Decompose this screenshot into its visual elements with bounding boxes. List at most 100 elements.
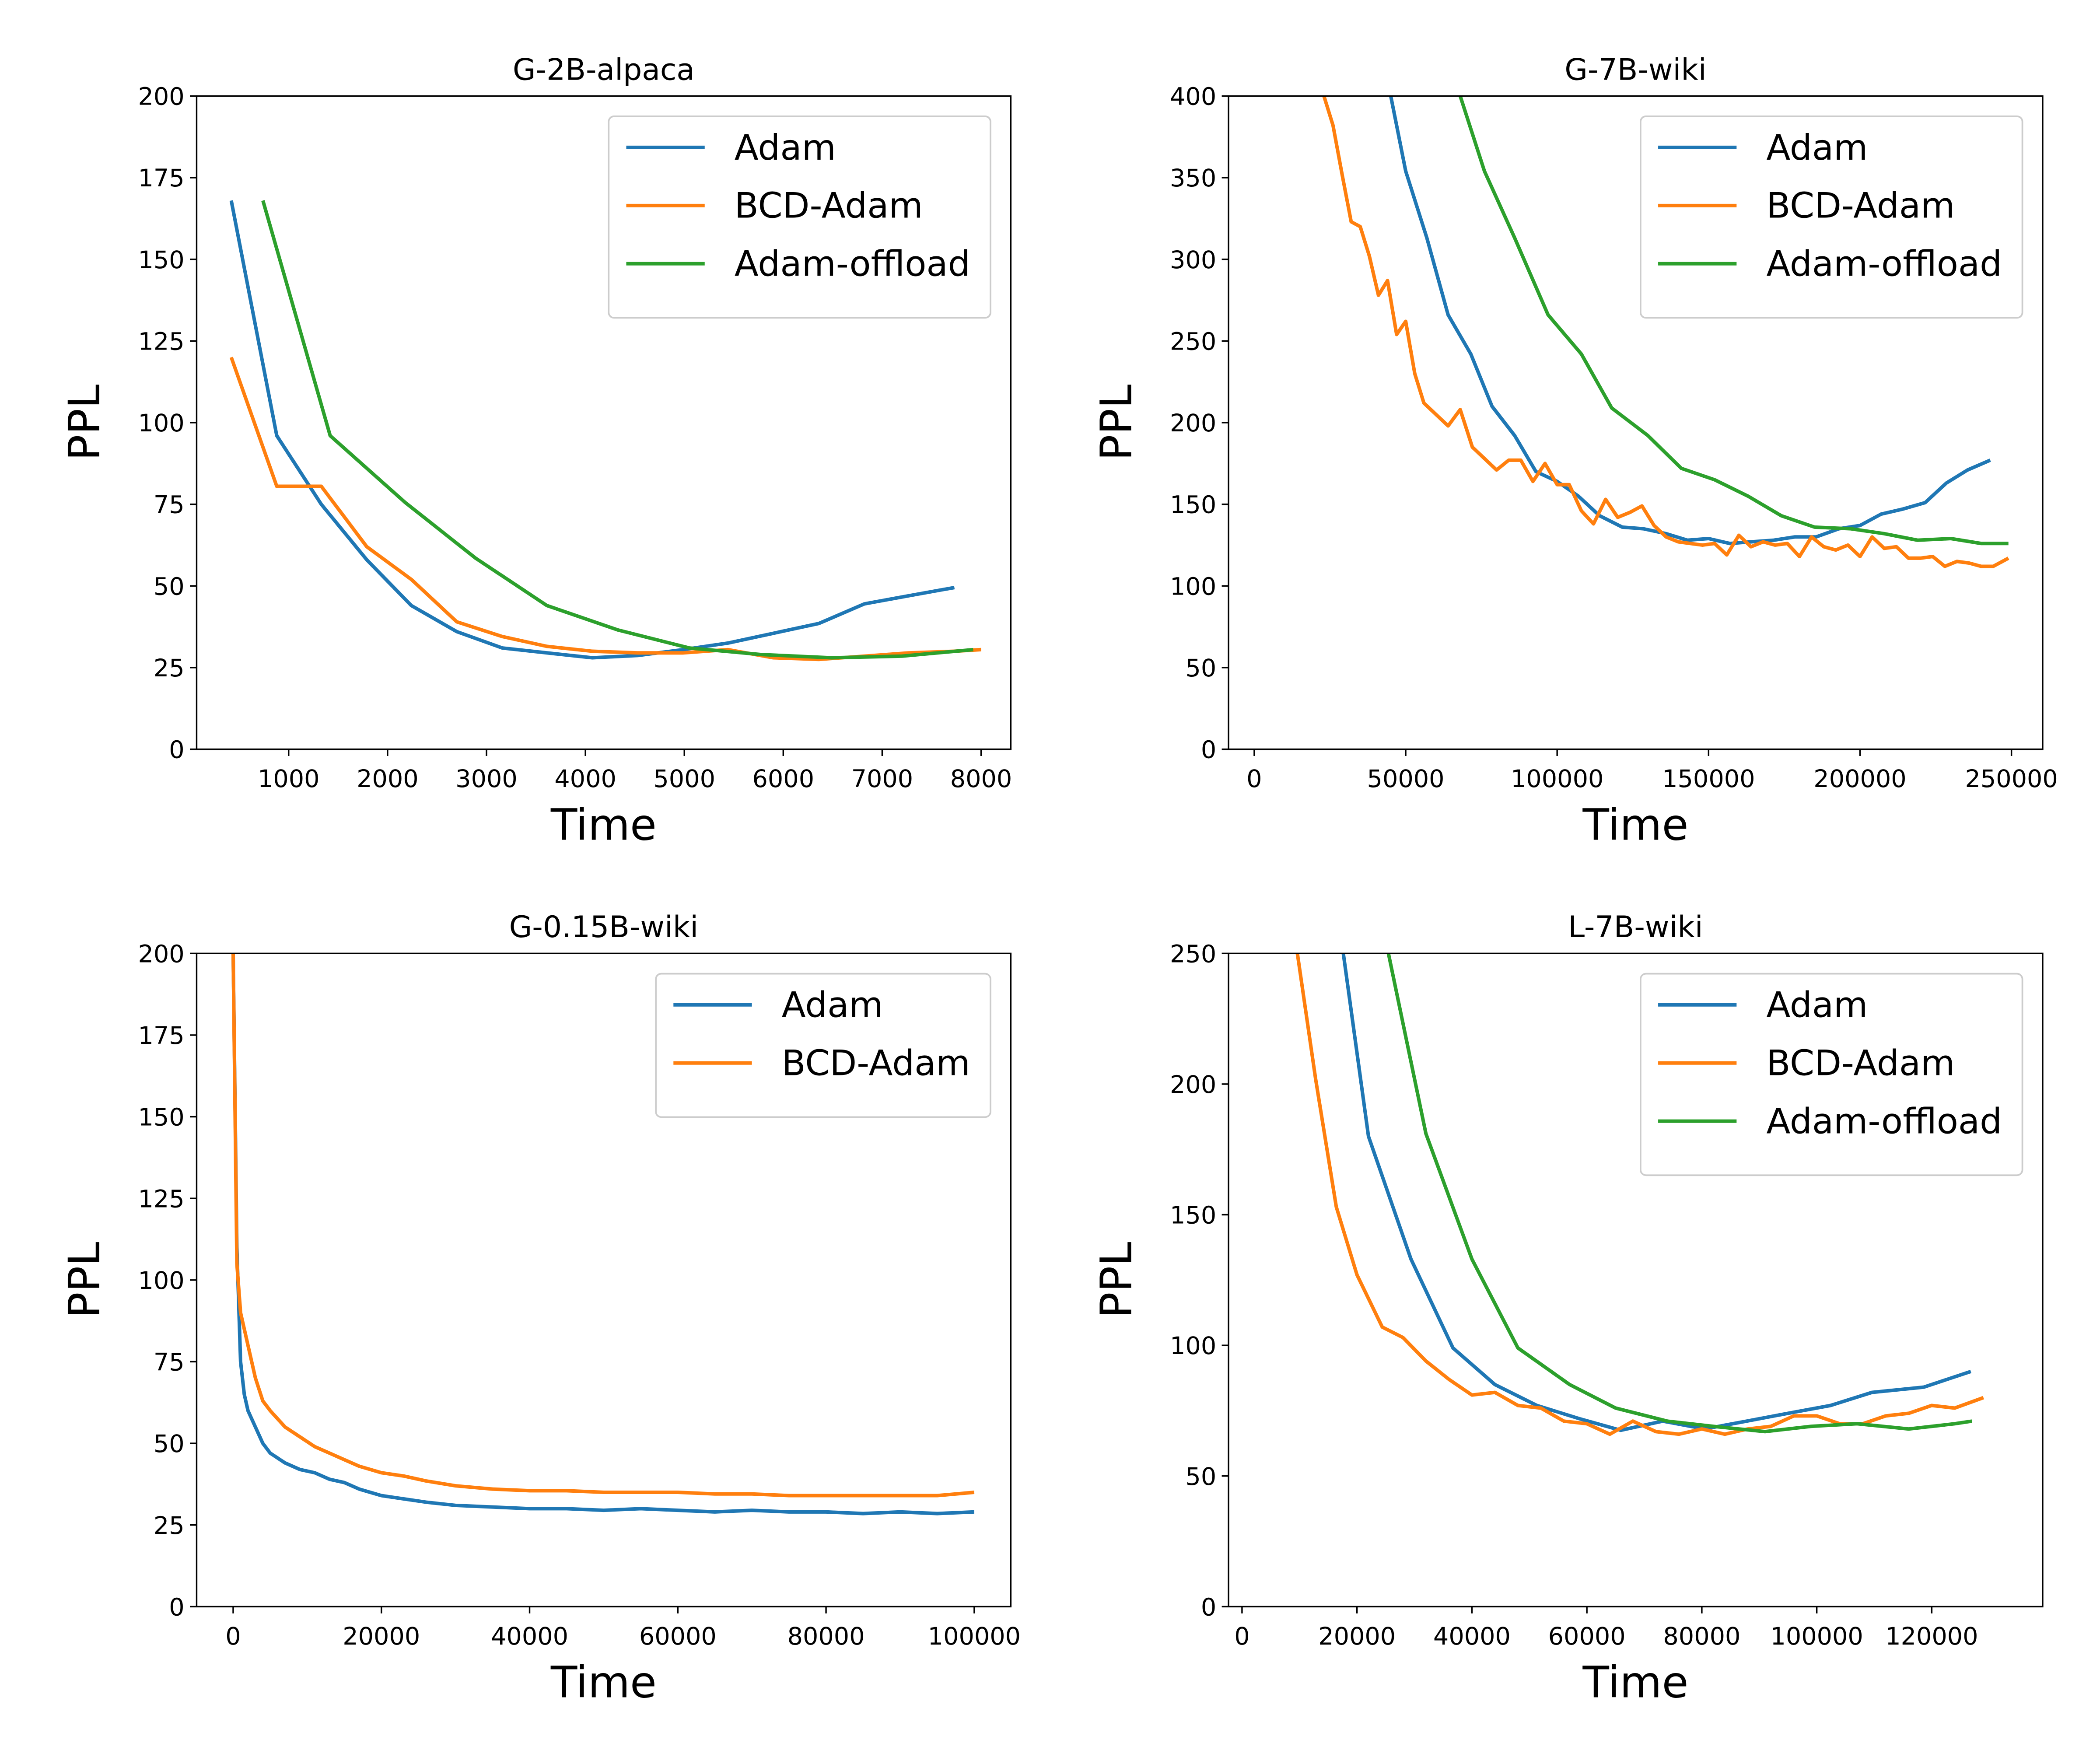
y-tick-label: 350 <box>1170 164 1216 192</box>
x-tick-label: 5000 <box>653 765 715 793</box>
x-tick-label: 250000 <box>1965 765 2058 793</box>
y-tick-label: 25 <box>154 654 185 682</box>
x-tick-label: 0 <box>1234 1622 1250 1651</box>
x-axis-label: Time <box>1582 800 1688 850</box>
y-axis-label: PPL <box>60 385 110 461</box>
x-tick-label: 4000 <box>554 765 616 793</box>
y-tick-label: 0 <box>1201 736 1216 764</box>
legend-label: Adam-offload <box>1766 1100 2002 1141</box>
x-tick-label: 80000 <box>1663 1622 1740 1651</box>
y-tick-label: 150 <box>138 1103 184 1132</box>
x-axis-label: Time <box>1582 1657 1688 1708</box>
x-tick-label: 6000 <box>752 765 815 793</box>
legend: Adam BCD-Adam Adam-offload <box>1640 115 2023 319</box>
y-tick-label: 200 <box>138 83 184 111</box>
data-line <box>1389 96 1991 546</box>
x-tick-label: 100000 <box>928 1622 1021 1651</box>
legend: Adam BCD-Adam Adam-offload <box>608 115 991 319</box>
x-tick-label: 100000 <box>1511 765 1603 793</box>
data-line <box>1386 953 1972 1434</box>
x-tick-label: 0 <box>1246 765 1262 793</box>
legend-label: BCD-Adam <box>735 185 923 226</box>
x-tick-label: 3000 <box>455 765 518 793</box>
legend-label: BCD-Adam <box>782 1042 970 1083</box>
data-line <box>231 953 975 1498</box>
x-axis-label: Time <box>550 1657 657 1708</box>
plot-frame <box>1228 952 2044 1608</box>
panel: 0 20000 40000 60000 80000 100000 0 25 50 75 100 125… <box>60 910 1021 1708</box>
y-tick-label: 250 <box>1170 940 1216 968</box>
y-axis-label: PPL <box>60 1242 110 1318</box>
y-tick-label: 50 <box>1185 654 1216 682</box>
x-tick-label: 40000 <box>491 1622 568 1651</box>
x-tick-label: 150000 <box>1662 765 1755 793</box>
legend-label: BCD-Adam <box>1766 1042 1955 1083</box>
x-tick-label: 20000 <box>343 1622 420 1651</box>
x-tick-label: 60000 <box>639 1622 717 1651</box>
x-tick-label: 7000 <box>851 765 914 793</box>
y-tick-label: 125 <box>138 1185 184 1213</box>
legend-box <box>1640 973 2023 1176</box>
y-tick-label: 0 <box>1201 1593 1216 1621</box>
x-tick-label: 120000 <box>1885 1622 1978 1651</box>
data-line <box>231 953 975 1516</box>
x-tick-label: 200000 <box>1813 765 1906 793</box>
y-tick-label: 75 <box>154 491 185 519</box>
y-tick-label: 100 <box>1170 1332 1216 1360</box>
chart-title: G-2B-alpaca <box>513 52 695 87</box>
y-tick-label: 75 <box>154 1348 185 1377</box>
legend: Adam BCD-Adam <box>655 973 991 1118</box>
chart-title: G-0.15B-wiki <box>509 910 699 945</box>
panel: 1000 2000 3000 4000 5000 6000 7000 8000 0 25 50 75 1… <box>60 52 1012 850</box>
y-tick-label: 150 <box>1170 1201 1216 1230</box>
data-line <box>229 200 955 660</box>
y-tick-label: 200 <box>138 940 184 968</box>
panel: 0 20000 40000 60000 80000 100000 120000 0 50 100 1… <box>1091 910 2044 1708</box>
x-tick-label: 2000 <box>357 765 419 793</box>
y-tick-label: 0 <box>169 1593 184 1621</box>
chart-title: L-7B-wiki <box>1568 910 1703 945</box>
legend-box <box>608 115 991 319</box>
x-tick-label: 20000 <box>1318 1622 1396 1651</box>
x-tick-label: 8000 <box>950 765 1012 793</box>
y-tick-label: 125 <box>138 327 184 356</box>
legend-label: BCD-Adam <box>1766 185 1955 226</box>
y-tick-label: 100 <box>138 409 184 438</box>
data-line <box>1458 96 2009 546</box>
y-tick-label: 300 <box>1170 246 1216 274</box>
y-tick-label: 50 <box>154 1430 185 1458</box>
y-tick-label: 150 <box>138 246 184 274</box>
legend-label: Adam-offload <box>735 243 970 284</box>
y-tick-label: 200 <box>1170 409 1216 438</box>
data-line <box>1322 96 2009 568</box>
y-tick-label: 100 <box>138 1267 184 1295</box>
x-tick-label: 1000 <box>258 765 320 793</box>
y-tick-label: 25 <box>154 1512 185 1540</box>
y-tick-label: 150 <box>1170 491 1216 519</box>
x-tick-label: 100000 <box>1770 1622 1863 1651</box>
y-axis-label: PPL <box>1091 385 1141 461</box>
legend-box <box>655 973 991 1118</box>
chart-title: G-7B-wiki <box>1564 52 1706 87</box>
panel: 0 50000 100000 150000 200000 250000 0 50 100 150 2… <box>1091 52 2058 850</box>
x-tick-label: 0 <box>225 1622 241 1651</box>
y-tick-label: 50 <box>154 572 185 601</box>
legend-label: Adam-offload <box>1766 243 2002 284</box>
x-tick-label: 40000 <box>1433 1622 1511 1651</box>
x-axis-label: Time <box>550 800 657 850</box>
y-tick-label: 175 <box>138 1022 184 1050</box>
y-tick-label: 400 <box>1170 83 1216 111</box>
y-axis-label: PPL <box>1091 1242 1141 1318</box>
y-tick-label: 100 <box>1170 572 1216 601</box>
y-tick-label: 0 <box>169 736 184 764</box>
x-tick-label: 50000 <box>1367 765 1445 793</box>
x-tick-label: 60000 <box>1548 1622 1626 1651</box>
y-tick-label: 200 <box>1170 1071 1216 1099</box>
y-tick-label: 250 <box>1170 327 1216 356</box>
legend-label: Adam <box>1766 984 1868 1026</box>
y-tick-label: 175 <box>138 164 184 192</box>
data-line <box>261 200 973 660</box>
legend-box <box>1640 115 2023 319</box>
